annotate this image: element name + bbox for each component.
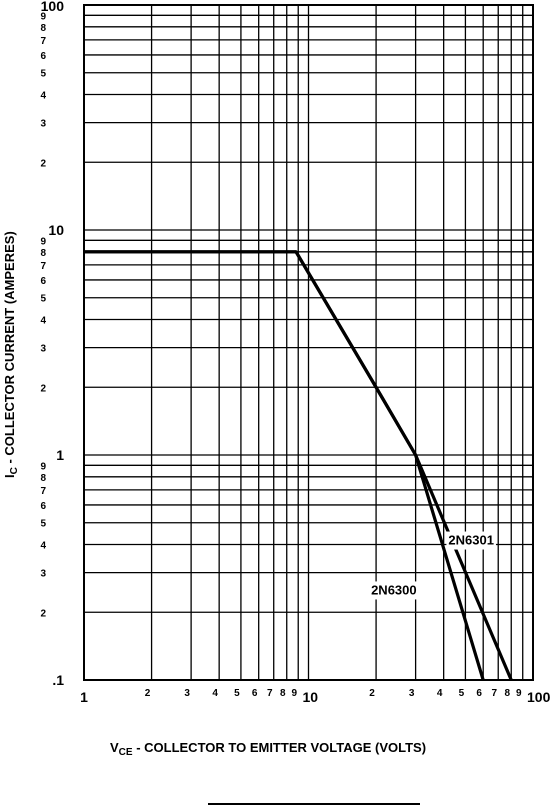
x-tick-label-minor: 7 <box>491 688 497 699</box>
y-tick-label-minor: 9 <box>40 11 46 22</box>
plot-frame <box>83 4 534 681</box>
series-label-bg <box>446 531 496 550</box>
x-tick-label-major: 10 <box>303 689 319 705</box>
x-tick-label-minor: 6 <box>252 688 258 699</box>
x-axis-title-rest: - COLLECTOR TO EMITTER VOLTAGE (VOLTS) <box>133 740 426 755</box>
y-tick-label-minor: 2 <box>40 383 46 394</box>
x-axis-title-main: V <box>110 740 119 755</box>
x-tick-label-minor: 8 <box>280 688 286 699</box>
y-tick-label-minor: 8 <box>40 473 46 484</box>
y-tick-label-minor: 8 <box>40 23 46 34</box>
series-line-2n6300 <box>84 250 485 681</box>
x-tick-label-minor: 9 <box>291 688 297 699</box>
series-label-bg <box>369 581 419 600</box>
y-axis-title-sub: C <box>9 467 20 474</box>
y-tick-label-minor: 7 <box>40 486 46 497</box>
y-tick-label-minor: 4 <box>40 316 46 327</box>
y-tick-label-major: 1 <box>56 447 64 463</box>
y-tick-label-minor: 4 <box>40 91 46 102</box>
y-tick-label-minor: 5 <box>40 69 46 80</box>
y-axis-title-rest: - COLLECTOR CURRENT (AMPERES) <box>2 231 17 467</box>
y-tick-label-minor: 4 <box>40 541 46 552</box>
y-tick-label-minor: 9 <box>40 461 46 472</box>
x-tick-label-minor: 4 <box>212 688 218 699</box>
x-tick-label-minor: 8 <box>504 688 510 699</box>
y-tick-label-minor: 8 <box>40 248 46 259</box>
y-tick-label-minor: 6 <box>40 276 46 287</box>
x-tick-label-minor: 2 <box>145 688 151 699</box>
series-labels: 2N6301 2N6300 <box>369 531 496 600</box>
x-tick-label-major: 1 <box>80 689 88 705</box>
y-tick-label-minor: 6 <box>40 51 46 62</box>
x-tick-label-minor: 4 <box>437 688 443 699</box>
y-tick-label-major: .1 <box>52 672 64 688</box>
y-tick-label-minor: 5 <box>40 294 46 305</box>
y-tick-label-major: 10 <box>48 222 64 238</box>
y-tick-label-minor: 2 <box>40 608 46 619</box>
x-tick-label-minor: 9 <box>516 688 522 699</box>
y-tick-label-minor: 9 <box>40 236 46 247</box>
x-tick-label-minor: 3 <box>409 688 415 699</box>
y-axis-title-main: I <box>2 474 17 478</box>
y-tick-label-minor: 7 <box>40 36 46 47</box>
y-tick-label-minor: 2 <box>40 158 46 169</box>
x-tick-label-minor: 6 <box>476 688 482 699</box>
y-tick-label-minor: 7 <box>40 261 46 272</box>
y-axis-title: IC - COLLECTOR CURRENT (AMPERES) <box>2 231 20 478</box>
x-tick-label-minor: 5 <box>234 688 240 699</box>
y-tick-label-major: 100 <box>41 0 65 14</box>
y-tick-label-minor: 3 <box>40 344 46 355</box>
y-tick-label-minor: 3 <box>40 569 46 580</box>
grid-layer <box>83 4 534 681</box>
series-label-2n6300: 2N6300 <box>371 582 417 597</box>
x-tick-label-minor: 2 <box>369 688 375 699</box>
x-tick-label-minor: 3 <box>184 688 190 699</box>
y-tick-label-minor: 5 <box>40 519 46 530</box>
x-tick-label-minor: 7 <box>267 688 273 699</box>
y-tick-label-minor: 6 <box>40 501 46 512</box>
y-tick-label-minor: 3 <box>40 119 46 130</box>
series-label-2n6301: 2N6301 <box>448 533 494 548</box>
x-axis-title: VCE - COLLECTOR TO EMITTER VOLTAGE (VOLT… <box>110 740 426 758</box>
x-tick-label-minor: 5 <box>459 688 465 699</box>
series-layer <box>84 250 513 681</box>
x-axis-title-sub: CE <box>119 747 133 758</box>
x-tick-label-major: 100 <box>527 689 551 705</box>
